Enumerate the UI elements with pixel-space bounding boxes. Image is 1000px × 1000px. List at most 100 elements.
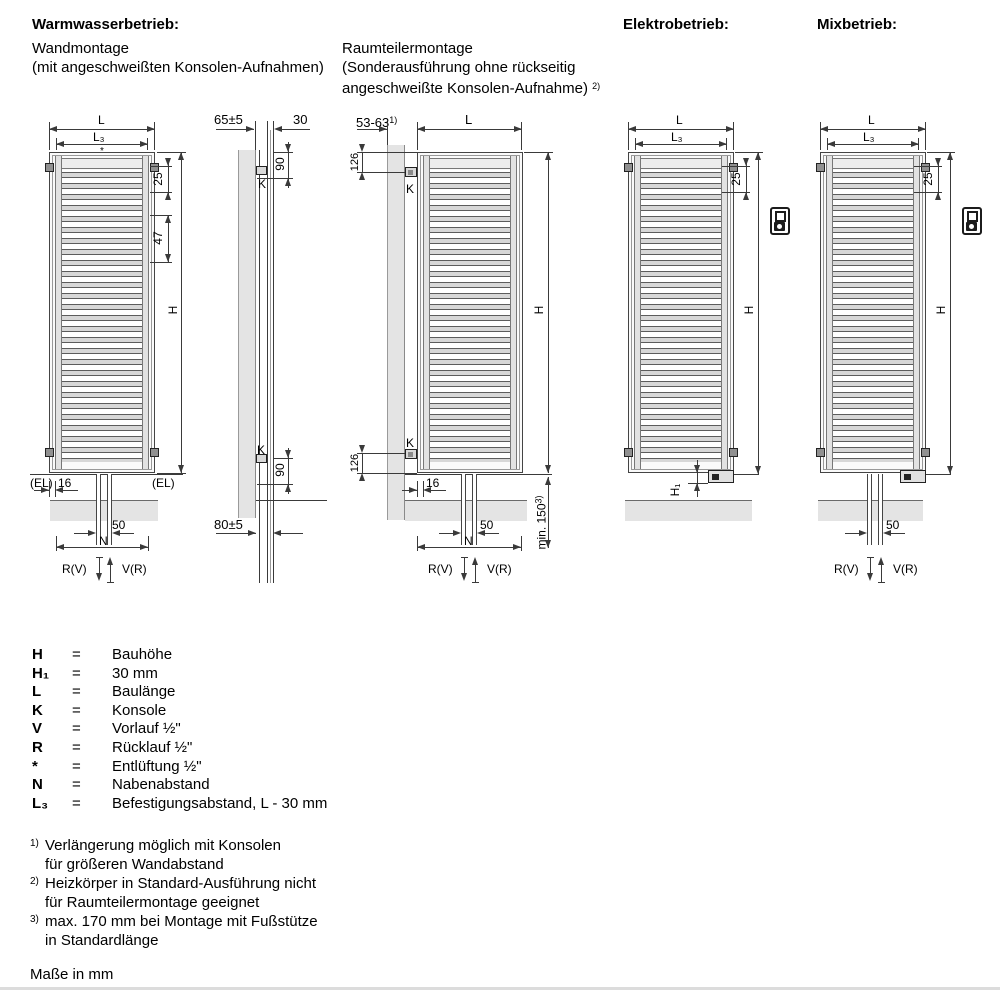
line — [357, 129, 387, 130]
line — [485, 533, 499, 534]
arrow — [246, 126, 254, 132]
arrow — [755, 152, 761, 160]
line — [891, 533, 905, 534]
arrow — [285, 484, 291, 492]
line — [733, 122, 734, 150]
dim-L-label: L — [465, 112, 473, 127]
line — [56, 144, 148, 145]
dim-wall-text: 53-63 — [356, 115, 390, 130]
dim-floor-distance-label: 80±5 — [214, 517, 243, 532]
line — [417, 129, 522, 130]
arrow — [112, 530, 120, 536]
radiator-frame — [52, 155, 152, 470]
dim-16-label: 16 — [58, 476, 72, 490]
console-mount — [729, 448, 738, 457]
footnote-marker-3: 3) — [533, 495, 544, 504]
line — [110, 564, 111, 582]
legend-row: V = Vorlauf ½" — [32, 720, 327, 739]
footnote-line: für Raumteilermontage geeignet — [45, 894, 260, 911]
arrow — [285, 450, 291, 458]
console-K-label: K — [406, 182, 415, 196]
line — [464, 557, 465, 575]
line — [628, 122, 629, 150]
line — [274, 152, 293, 153]
raumteiler-subtitle: Raumteilermontage — [342, 40, 473, 57]
flow-down-arrow — [867, 573, 873, 581]
supply-flow-label: V(R) — [487, 562, 512, 576]
console-K-label: K — [406, 436, 415, 450]
legend-equals: = — [72, 757, 81, 775]
radiator-header — [55, 158, 149, 169]
dim-126-label: 126 — [349, 453, 361, 473]
arrow — [147, 126, 155, 132]
arrow — [545, 540, 551, 548]
arrow — [883, 530, 891, 536]
arrow — [635, 141, 643, 147]
legend-equals: = — [72, 776, 81, 794]
line — [362, 152, 363, 172]
line — [56, 536, 57, 551]
line — [914, 166, 942, 167]
raumteiler-subtitle3: angeschweißte Konsolen-Aufnahme) 2) — [342, 78, 600, 97]
console-bracket — [256, 454, 267, 463]
line — [49, 122, 50, 150]
arrow — [453, 530, 461, 536]
line — [150, 192, 172, 193]
bracket-bolt — [408, 170, 413, 175]
radiator-rail-right — [510, 156, 517, 469]
arrow — [726, 126, 734, 132]
bracket-bolt — [408, 452, 413, 457]
radiator-front-view — [417, 152, 523, 473]
control-knob-panel — [774, 222, 785, 231]
footnote-3: 3) max. 170 mm bei Montage mit Fußstütze… — [30, 912, 318, 950]
line — [267, 121, 268, 136]
floor-section — [405, 500, 527, 521]
electric-control-unit-icon — [962, 207, 982, 235]
line — [926, 474, 951, 475]
line — [282, 129, 310, 130]
arrow — [359, 445, 365, 453]
line — [521, 122, 522, 150]
footnote-marker-2: 2) — [592, 81, 601, 91]
arrow — [379, 126, 387, 132]
line — [56, 547, 148, 548]
arrow — [477, 530, 485, 536]
arrow — [88, 530, 96, 536]
legend-text: Entlüftung ½" — [112, 757, 202, 775]
arrow — [359, 473, 365, 481]
line — [120, 533, 134, 534]
line — [63, 490, 78, 491]
arrow — [178, 465, 184, 473]
radiator-header — [634, 158, 728, 169]
arrow — [165, 192, 171, 200]
dim-25-label: 25 — [151, 172, 165, 186]
arrow — [755, 466, 761, 474]
footnote-line: in Standardlänge — [45, 932, 159, 949]
console-mount — [729, 163, 738, 172]
wall-section — [387, 145, 405, 520]
line — [150, 166, 172, 167]
radiator-profile-line — [267, 130, 268, 583]
legend-text: Baulänge — [112, 683, 176, 701]
arrow — [545, 152, 551, 160]
arrow — [41, 487, 49, 493]
dim-depth-label: 30 — [293, 112, 308, 127]
line — [257, 178, 293, 179]
arrow — [743, 192, 749, 200]
wall-section — [238, 150, 256, 518]
console-mount — [921, 163, 930, 172]
return-flow-label: R(V) — [428, 562, 453, 576]
dim-50-label: 50 — [480, 518, 494, 532]
console-mount — [624, 448, 633, 457]
legend-equals: = — [72, 646, 81, 663]
line — [734, 474, 759, 475]
line — [914, 192, 942, 193]
line — [107, 582, 114, 583]
pipe-return — [461, 474, 466, 545]
arrow — [628, 126, 636, 132]
line — [257, 484, 293, 485]
line — [157, 152, 186, 153]
arrow — [513, 544, 521, 550]
flow-up-arrow — [107, 557, 113, 565]
radiator-front-view — [49, 152, 155, 473]
